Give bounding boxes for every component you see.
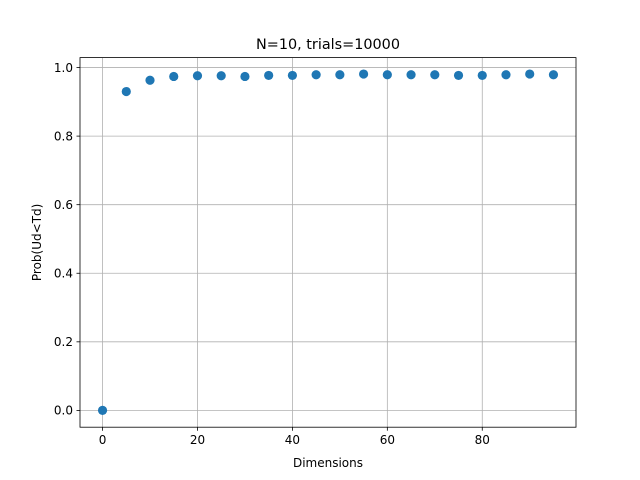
data-point [264,70,274,81]
x-tick-label: 40 [285,433,300,447]
data-point [501,70,511,80]
x-tick-label: 80 [475,433,490,447]
tick-labels: 0 20 40 60 80 0.0 0.2 0.4 0.6 0.8 1.0 [54,61,490,447]
data-point [287,70,298,81]
data-point [382,70,392,80]
x-tick-label: 60 [380,433,395,447]
data-points [97,69,559,415]
data-point [335,70,345,80]
data-point [358,69,369,79]
data-point [145,75,155,85]
x-tick-label: 20 [190,433,205,447]
data-point [453,70,464,81]
y-tick-label: 1.0 [54,61,73,75]
data-point [311,70,321,80]
chart-title: N=10, trials=10000 [256,37,400,53]
y-tick-label: 0.4 [54,267,73,281]
y-tick-label: 0.6 [54,198,73,212]
data-point [430,70,440,80]
data-point [240,71,250,82]
data-point [97,405,108,415]
data-point [548,70,559,80]
data-point [406,70,416,80]
tick-marks [76,67,483,431]
y-axis-label: Prob(Ud<Td) [30,204,44,281]
data-point [169,71,179,82]
y-tick-label: 0.2 [54,335,73,349]
y-tick-label: 0.8 [54,129,73,143]
data-point [216,71,226,81]
x-axis-label: Dimensions [293,456,363,470]
plot-frame [79,57,577,428]
y-tick-label: 0.0 [54,404,73,418]
data-point [525,69,535,79]
x-tick-label: 0 [99,433,107,447]
grid-layer [80,57,576,428]
data-point [121,86,131,97]
data-point [477,70,487,81]
data-point [192,71,203,81]
